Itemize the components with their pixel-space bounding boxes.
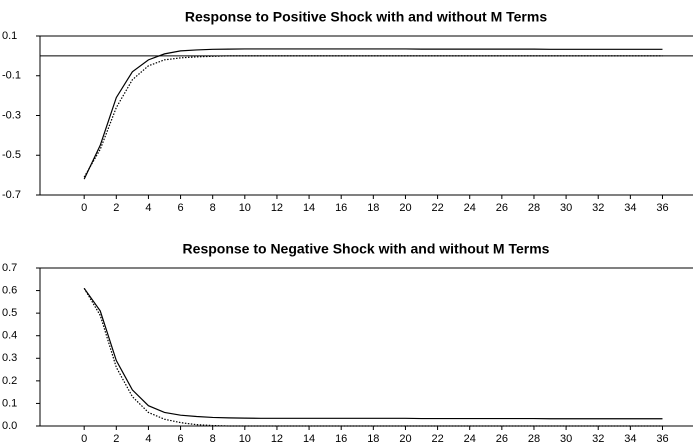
x-tick-label: 18 — [367, 202, 379, 214]
y-tick-label: 0.2 — [2, 375, 17, 387]
x-tick-label: 0 — [81, 433, 87, 445]
x-tick-label: 4 — [145, 433, 151, 445]
x-tick-label: 10 — [239, 433, 251, 445]
x-tick-label: 26 — [496, 433, 508, 445]
x-tick-label: 6 — [177, 202, 183, 214]
x-tick-label: 32 — [592, 433, 604, 445]
x-tick-label: 28 — [528, 202, 540, 214]
x-tick-label: 10 — [239, 202, 251, 214]
x-tick-label: 30 — [560, 433, 572, 445]
y-tick-label: -0.1 — [2, 70, 21, 82]
y-tick-label: -0.5 — [2, 149, 21, 161]
chart-title: Response to Negative Shock with and with… — [183, 241, 550, 257]
chart-title: Response to Positive Shock with and with… — [185, 9, 547, 25]
y-tick-label: 0.3 — [2, 352, 17, 364]
x-tick-label: 34 — [624, 202, 636, 214]
y-tick-label: -0.7 — [2, 189, 21, 201]
series-line — [83, 288, 663, 427]
x-tick-label: 8 — [210, 433, 216, 445]
x-tick-label: 20 — [399, 433, 411, 445]
x-tick-label: 2 — [113, 202, 119, 214]
x-tick-label: 14 — [303, 202, 315, 214]
x-tick-label: 26 — [496, 202, 508, 214]
x-tick-label: 12 — [271, 433, 283, 445]
x-tick-label: 24 — [464, 433, 476, 445]
series-line — [83, 287, 663, 420]
x-tick-label: 14 — [303, 433, 315, 445]
x-tick-label: 22 — [431, 433, 443, 445]
y-tick-label: 0.5 — [2, 307, 17, 319]
x-tick-label: 6 — [177, 433, 183, 445]
y-tick-label: 0.1 — [2, 397, 17, 409]
x-tick-label: 16 — [335, 433, 347, 445]
x-tick-label: 8 — [210, 202, 216, 214]
series-line — [83, 48, 663, 180]
y-tick-label: 0.0 — [2, 420, 17, 432]
y-tick-label: -0.3 — [2, 109, 21, 121]
x-tick-label: 32 — [592, 202, 604, 214]
x-tick-label: 2 — [113, 433, 119, 445]
x-tick-label: 22 — [431, 202, 443, 214]
x-tick-label: 4 — [145, 202, 151, 214]
x-tick-label: 30 — [560, 202, 572, 214]
x-tick-label: 36 — [656, 433, 668, 445]
series-line — [83, 55, 663, 178]
x-tick-label: 20 — [399, 202, 411, 214]
x-tick-label: 24 — [464, 202, 476, 214]
x-tick-label: 36 — [656, 202, 668, 214]
x-tick-label: 12 — [271, 202, 283, 214]
x-tick-label: 34 — [624, 433, 636, 445]
y-tick-label: 0.1 — [2, 30, 17, 42]
x-tick-label: 18 — [367, 433, 379, 445]
x-tick-label: 16 — [335, 202, 347, 214]
x-tick-label: 28 — [528, 433, 540, 445]
y-tick-label: 0.4 — [2, 330, 17, 342]
y-tick-label: 0.6 — [2, 284, 17, 296]
x-tick-label: 0 — [81, 202, 87, 214]
y-tick-label: 0.7 — [2, 262, 17, 274]
